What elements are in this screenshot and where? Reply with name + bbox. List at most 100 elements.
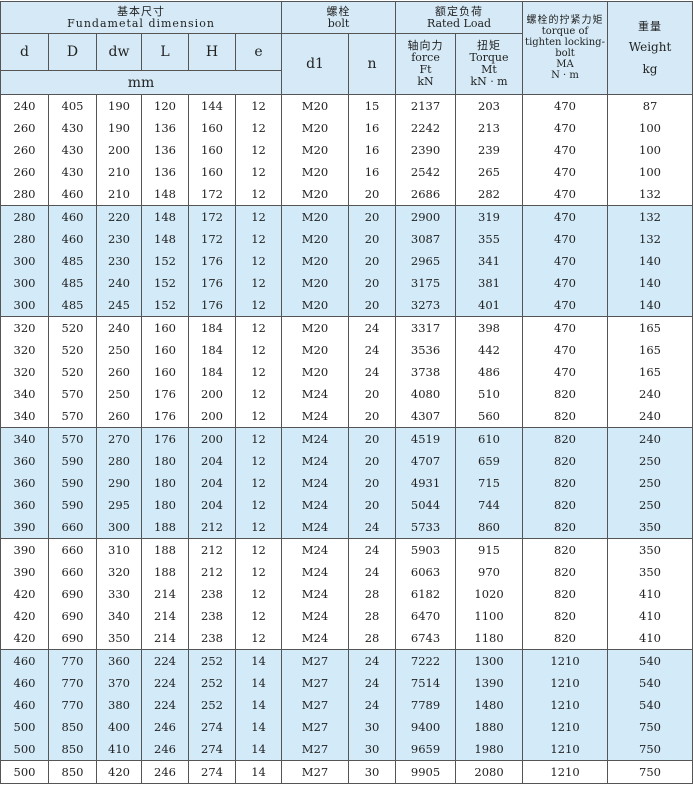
cell-force: 3317 bbox=[395, 316, 457, 339]
cell-H: 252 bbox=[188, 672, 236, 694]
cell-dw: 220 bbox=[96, 205, 142, 228]
cell-e: 12 bbox=[234, 605, 283, 627]
cell-L: 176 bbox=[141, 405, 189, 428]
cell-D: 570 bbox=[48, 405, 97, 428]
cell-d: 420 bbox=[0, 627, 49, 650]
cell-force: 7514 bbox=[395, 672, 457, 694]
cell-D: 590 bbox=[48, 494, 97, 516]
cell-tighten-torque: 820 bbox=[522, 561, 609, 583]
cell-tighten-torque: 820 bbox=[522, 405, 609, 428]
cell-torque: 341 bbox=[455, 250, 524, 272]
cell-dw: 350 bbox=[96, 627, 142, 650]
cell-n: 15 bbox=[348, 94, 397, 117]
cell-D: 660 bbox=[48, 538, 97, 561]
cell-force: 6182 bbox=[395, 583, 457, 605]
cell-tighten-torque: 820 bbox=[522, 583, 609, 605]
cell-torque: 2080 bbox=[455, 760, 524, 784]
cell-force: 2686 bbox=[395, 183, 457, 206]
cell-H: 238 bbox=[188, 627, 236, 650]
table-row: 500 850 410 246 274 14 M27 30 9659 1980 1210 750 bbox=[0, 738, 693, 761]
dim-unit: mm bbox=[0, 70, 283, 95]
cell-L: 224 bbox=[141, 694, 189, 716]
cell-dw: 420 bbox=[96, 760, 142, 784]
cell-weight: 132 bbox=[607, 205, 693, 228]
cell-d: 320 bbox=[0, 361, 49, 383]
cell-d1: M24 bbox=[281, 627, 350, 650]
cell-d: 240 bbox=[0, 94, 49, 117]
cell-D: 430 bbox=[48, 139, 97, 161]
rated-en: Rated Load bbox=[426, 16, 492, 30]
cell-e: 12 bbox=[234, 183, 283, 206]
col-D: D bbox=[48, 33, 97, 71]
cell-D: 460 bbox=[48, 183, 97, 206]
cell-H: 184 bbox=[188, 316, 236, 339]
cell-tighten-torque: 470 bbox=[522, 183, 609, 206]
cell-weight: 240 bbox=[607, 405, 693, 428]
cell-force: 7789 bbox=[395, 694, 457, 716]
cell-H: 238 bbox=[188, 605, 236, 627]
table-row: 240 405 190 120 144 12 M20 15 2137 203 470 87 bbox=[0, 94, 693, 117]
cell-e: 12 bbox=[234, 316, 283, 339]
cell-H: 172 bbox=[188, 205, 236, 228]
cell-torque: 510 bbox=[455, 383, 524, 405]
cell-d1: M24 bbox=[281, 516, 350, 539]
cell-force: 3175 bbox=[395, 272, 457, 294]
cell-e: 12 bbox=[234, 627, 283, 650]
cell-weight: 240 bbox=[607, 427, 693, 450]
cell-tighten-torque: 470 bbox=[522, 316, 609, 339]
cell-n: 30 bbox=[348, 760, 397, 784]
cell-d: 260 bbox=[0, 161, 49, 183]
cell-d: 500 bbox=[0, 760, 49, 784]
cell-tighten-torque: 470 bbox=[522, 205, 609, 228]
cell-H: 274 bbox=[188, 738, 236, 761]
cell-L: 180 bbox=[141, 450, 189, 472]
cell-n: 20 bbox=[348, 472, 397, 494]
cell-H: 176 bbox=[188, 272, 236, 294]
table-row: 500 850 420 246 274 14 M27 30 9905 2080 1210 750 bbox=[0, 760, 693, 784]
cell-d1: M20 bbox=[281, 205, 350, 228]
cell-dw: 360 bbox=[96, 649, 142, 672]
cell-n: 20 bbox=[348, 250, 397, 272]
rated-cn: 额定负荷 bbox=[435, 4, 484, 18]
cell-dw: 240 bbox=[96, 316, 142, 339]
cell-H: 176 bbox=[188, 294, 236, 317]
cell-L: 152 bbox=[141, 272, 189, 294]
cell-D: 590 bbox=[48, 450, 97, 472]
cell-tighten-torque: 820 bbox=[522, 627, 609, 650]
cell-d1: M20 bbox=[281, 272, 350, 294]
cell-d1: M27 bbox=[281, 649, 350, 672]
cell-torque: 560 bbox=[455, 405, 524, 428]
cell-n: 20 bbox=[348, 494, 397, 516]
cell-n: 16 bbox=[348, 161, 397, 183]
cell-torque: 715 bbox=[455, 472, 524, 494]
cell-tighten-torque: 470 bbox=[522, 139, 609, 161]
cell-H: 212 bbox=[188, 516, 236, 539]
cell-H: 144 bbox=[188, 94, 236, 117]
fundamental-en: Fundametal dimension bbox=[67, 16, 215, 30]
cell-d1: M24 bbox=[281, 538, 350, 561]
cell-n: 20 bbox=[348, 228, 397, 250]
cell-L: 246 bbox=[141, 760, 189, 784]
cell-dw: 190 bbox=[96, 94, 142, 117]
cell-force: 5044 bbox=[395, 494, 457, 516]
cell-D: 690 bbox=[48, 605, 97, 627]
tighten-symbol: MA bbox=[556, 59, 574, 70]
cell-tighten-torque: 820 bbox=[522, 516, 609, 539]
cell-d1: M20 bbox=[281, 139, 350, 161]
cell-D: 690 bbox=[48, 583, 97, 605]
cell-e: 12 bbox=[234, 94, 283, 117]
cell-dw: 330 bbox=[96, 583, 142, 605]
cell-torque: 355 bbox=[455, 228, 524, 250]
cell-L: 188 bbox=[141, 561, 189, 583]
table-row: 320 520 250 160 184 12 M20 24 3536 442 470 165 bbox=[0, 339, 693, 361]
cell-d1: M27 bbox=[281, 716, 350, 738]
cell-force: 7222 bbox=[395, 649, 457, 672]
table-row: 390 660 300 188 212 12 M24 24 5733 860 820 350 bbox=[0, 516, 693, 539]
cell-d: 280 bbox=[0, 183, 49, 206]
cell-e: 12 bbox=[234, 427, 283, 450]
cell-H: 172 bbox=[188, 183, 236, 206]
cell-force: 9905 bbox=[395, 760, 457, 784]
cell-L: 152 bbox=[141, 294, 189, 317]
cell-d: 390 bbox=[0, 516, 49, 539]
cell-L: 160 bbox=[141, 339, 189, 361]
